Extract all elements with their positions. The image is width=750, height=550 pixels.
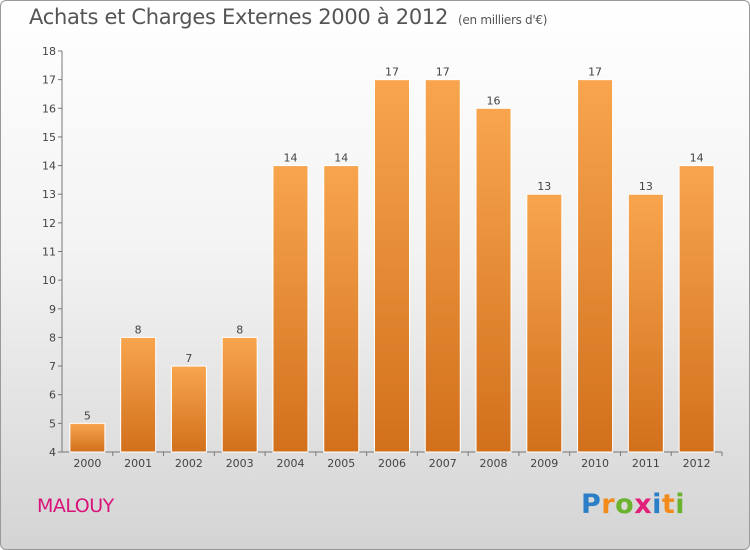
bar-value-label: 17 (385, 66, 399, 79)
bar-value-label: 13 (537, 180, 551, 193)
chart-subtitle: (en milliers d'€) (458, 13, 548, 27)
bar (221, 336, 258, 453)
y-tick-label: 15 (42, 131, 56, 144)
x-tick-label: 2003 (226, 457, 254, 470)
x-tick-label: 2007 (429, 457, 457, 470)
logo-letter: x (634, 489, 653, 520)
logo-letter: P (581, 489, 602, 520)
logo-letter: t (661, 489, 676, 520)
bar (272, 165, 309, 453)
x-tick-label: 2009 (530, 457, 558, 470)
y-tick-label: 18 (42, 45, 56, 58)
proxiti-logo: Proxiti (581, 489, 685, 520)
y-tick-label: 14 (42, 160, 56, 173)
city-name: MALOUY (37, 495, 114, 517)
y-tick-label: 12 (42, 217, 56, 230)
bar (323, 165, 360, 453)
x-tick-label: 2005 (327, 457, 355, 470)
chart-title-text: Achats et Charges Externes 2000 à 2012 (29, 5, 449, 29)
bar-value-label: 14 (334, 152, 348, 165)
bar (577, 79, 614, 453)
bar-value-label: 5 (84, 409, 91, 422)
logo-letter: r (601, 489, 616, 520)
y-tick-label: 11 (42, 246, 56, 259)
bar (170, 365, 207, 453)
bar-value-label: 14 (283, 152, 297, 165)
bar-value-label: 7 (185, 352, 192, 365)
bar-value-label: 16 (487, 94, 501, 107)
x-tick-label: 2001 (124, 457, 152, 470)
y-tick-label: 8 (49, 331, 56, 344)
y-tick-label: 9 (49, 303, 56, 316)
y-tick-label: 10 (42, 274, 56, 287)
chart-title: Achats et Charges Externes 2000 à 2012 (e… (29, 5, 547, 29)
y-tick-label: 13 (42, 188, 56, 201)
logo-letter: i (675, 489, 686, 520)
y-tick-label: 16 (42, 102, 56, 115)
x-tick-label: 2002 (175, 457, 203, 470)
x-tick-label: 2011 (632, 457, 660, 470)
bar (374, 79, 410, 453)
bar (678, 165, 715, 453)
y-tick-label: 6 (49, 389, 56, 402)
x-tick-label: 2008 (480, 457, 508, 470)
bar (627, 193, 664, 453)
bar-value-label: 8 (135, 323, 142, 336)
bar (526, 193, 563, 453)
x-tick-label: 2012 (683, 457, 711, 470)
y-tick-label: 7 (49, 360, 56, 373)
bar (120, 336, 157, 453)
logo-letter: i (652, 489, 662, 520)
x-tick-label: 2004 (276, 457, 304, 470)
y-tick-label: 17 (42, 74, 56, 87)
y-tick-label: 5 (49, 417, 56, 430)
x-tick-label: 2006 (378, 457, 406, 470)
logo-letter: o (615, 489, 635, 520)
bar-value-label: 17 (588, 66, 602, 79)
bar (475, 107, 512, 453)
bar-value-label: 14 (690, 152, 704, 165)
x-tick-label: 2000 (73, 457, 101, 470)
bar-value-label: 13 (639, 180, 653, 193)
y-tick-label: 4 (49, 446, 56, 459)
x-tick-label: 2010 (581, 457, 609, 470)
bar (424, 79, 461, 453)
bar (69, 422, 106, 453)
bar-value-label: 17 (436, 66, 450, 79)
bar-value-label: 8 (236, 323, 243, 336)
